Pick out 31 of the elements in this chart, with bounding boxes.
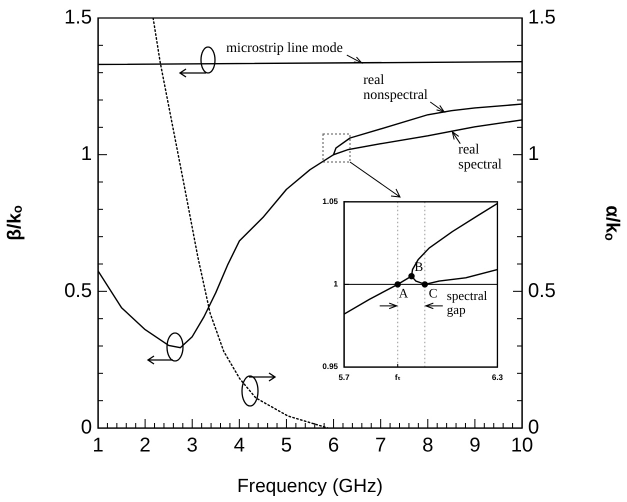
annotation: A bbox=[398, 285, 409, 300]
x-tick-label: 8 bbox=[422, 434, 434, 457]
annotation: microstrip line mode bbox=[226, 41, 343, 56]
x-tick-label: 3 bbox=[186, 434, 198, 457]
y-tick-label: 0.5 bbox=[64, 280, 92, 302]
y-tick-label: 0.95 bbox=[322, 362, 339, 372]
x-tick-label: 6.3 bbox=[492, 373, 504, 382]
annotation: real nonspectral bbox=[363, 73, 428, 104]
x-tick-label: 5.7 bbox=[338, 373, 350, 382]
x-tick-label: 6 bbox=[328, 434, 340, 457]
annotation: spectral gap bbox=[446, 288, 488, 317]
x-tick-label: 4 bbox=[234, 434, 245, 457]
y2-axis-title: α/kₒ bbox=[601, 205, 622, 241]
x-tick-label: 2 bbox=[140, 434, 151, 457]
y-tick-label: 1.5 bbox=[64, 6, 92, 29]
annotation: B bbox=[414, 259, 424, 274]
y2-tick-label: 1.5 bbox=[528, 6, 556, 29]
x-tick-label: 7 bbox=[375, 434, 386, 457]
x-tick-label: fₜ bbox=[394, 373, 401, 382]
annotation: real spectral bbox=[458, 142, 502, 173]
x-tick-label: 5 bbox=[280, 434, 292, 457]
y-tick-label: 1.05 bbox=[322, 197, 339, 206]
y2-tick-label: 1 bbox=[528, 143, 540, 166]
y2-tick-label: 0.5 bbox=[528, 280, 556, 302]
annotation: C bbox=[428, 285, 438, 300]
y-tick-label: 1 bbox=[80, 143, 92, 166]
y-axis-title: β/kₒ bbox=[4, 205, 26, 241]
y-tick-label: 0 bbox=[80, 416, 92, 439]
y-tick-label: 1 bbox=[334, 280, 339, 289]
x-tick-label: 9 bbox=[469, 434, 480, 457]
x-axis-title: Frequency (GHz) bbox=[237, 476, 383, 497]
